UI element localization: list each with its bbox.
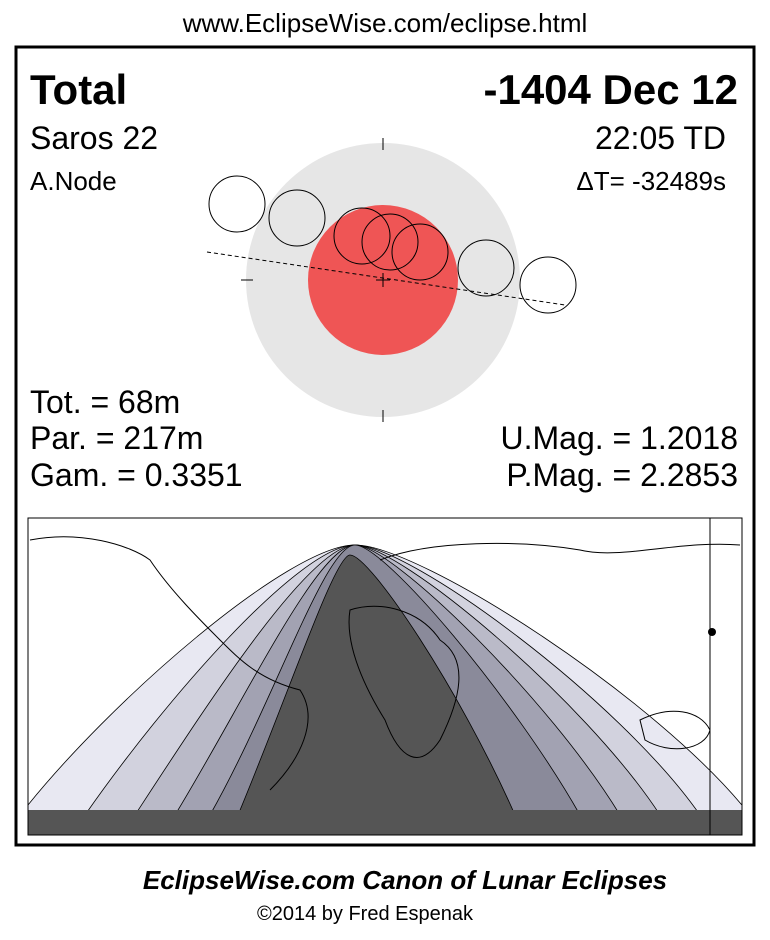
eclipse-date: -1404 Dec 12	[483, 66, 738, 113]
moon-point	[708, 628, 716, 636]
moon-positions	[208, 175, 577, 314]
pmag: P.Mag. = 2.2853	[506, 457, 738, 493]
footer-title: EclipseWise.com Canon of Lunar Eclipses	[143, 865, 667, 895]
gam: Gam. = 0.3351	[30, 457, 243, 493]
copyright: ©2014 by Fred Espenak	[257, 903, 474, 925]
delta-t: ΔT= -32489s	[576, 166, 726, 196]
tot: Tot. = 68m	[30, 384, 180, 420]
saros: Saros 22	[30, 120, 158, 156]
umag: U.Mag. = 1.2018	[501, 420, 738, 456]
eclipse-diagram	[206, 138, 577, 422]
url: www.EclipseWise.com/eclipse.html	[182, 8, 588, 38]
map-border	[27, 517, 743, 836]
ticks	[241, 138, 390, 422]
par: Par. = 217m	[30, 420, 203, 456]
visibility-map	[28, 518, 742, 835]
visibility-bands	[28, 544, 742, 816]
moon-path	[206, 251, 566, 306]
antarctic-band	[28, 810, 742, 835]
node: A.Node	[30, 166, 117, 196]
eclipse-type: Total	[30, 66, 127, 113]
time: 22:05 TD	[595, 120, 726, 156]
